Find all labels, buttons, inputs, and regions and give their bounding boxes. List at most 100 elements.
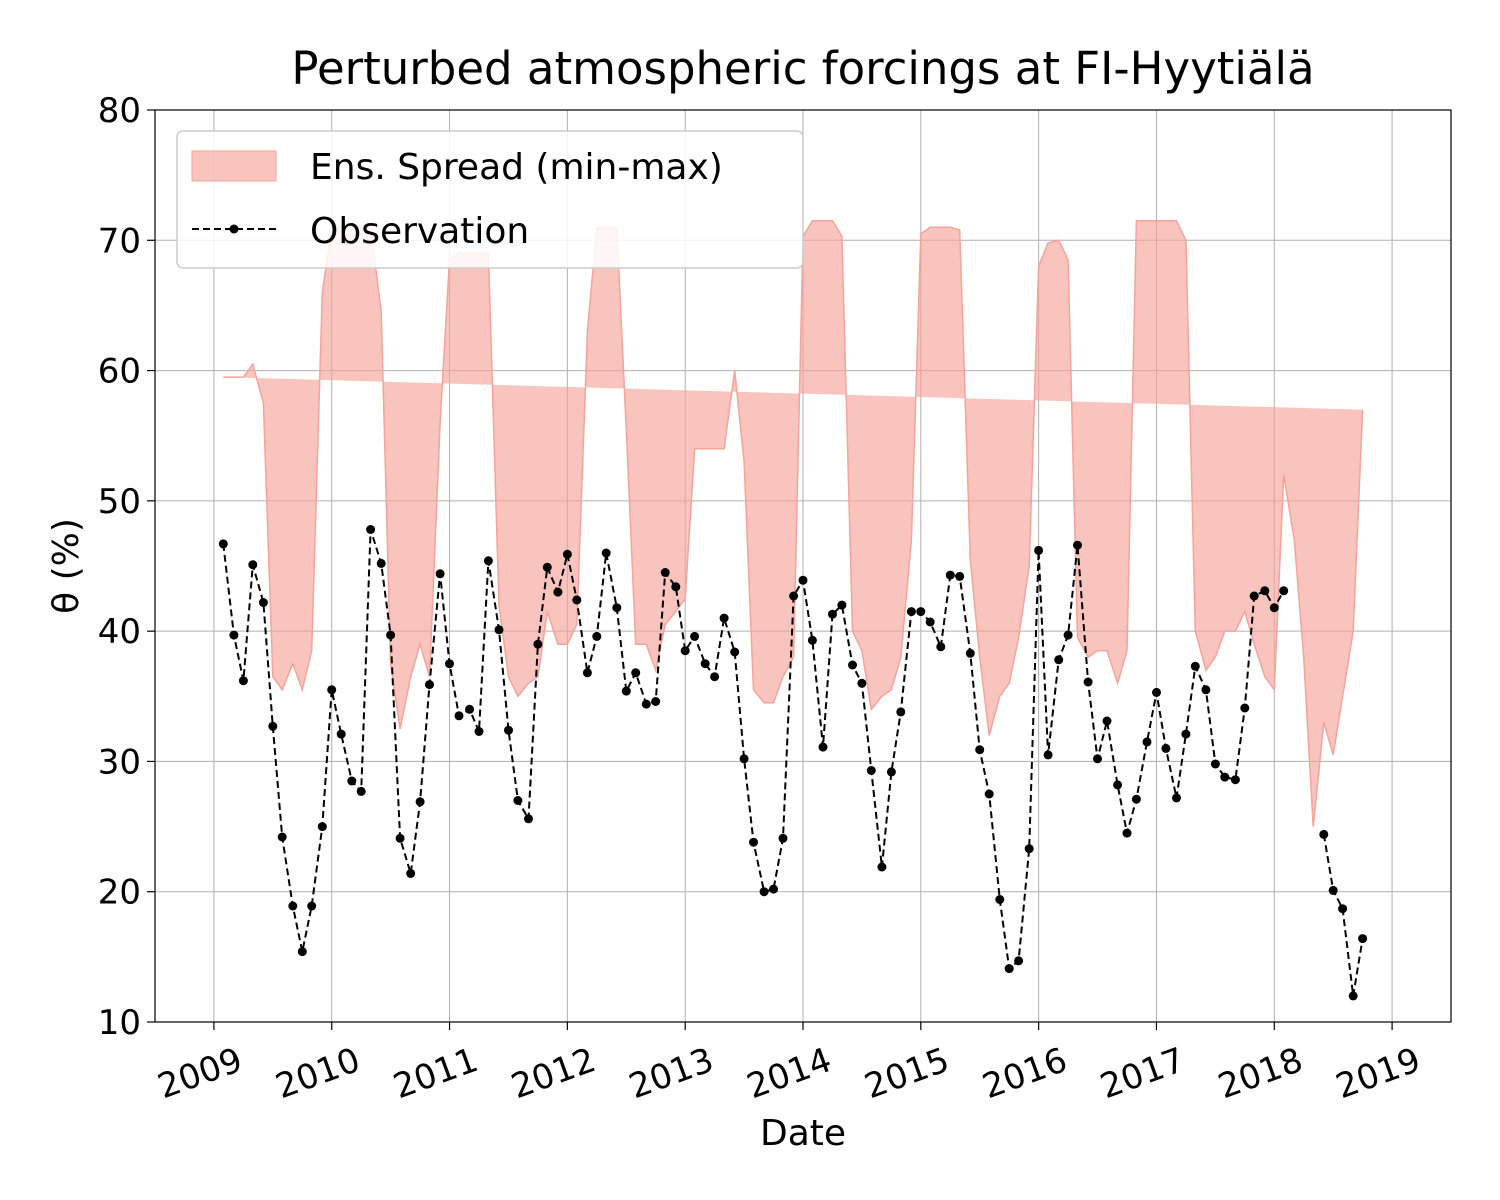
observation-point	[710, 672, 720, 682]
x-tick-label: 2012	[506, 1040, 601, 1107]
legend-swatch-spread	[191, 150, 277, 182]
observation-point	[504, 725, 513, 735]
observation-point	[1004, 964, 1014, 974]
observation-point	[425, 680, 434, 690]
observation-point	[307, 901, 317, 911]
observation-point	[366, 525, 376, 534]
x-tick-label: 2013	[624, 1040, 719, 1107]
observation-point	[592, 631, 602, 641]
observation-point	[1249, 591, 1259, 601]
x-tick-label: 2015	[860, 1040, 955, 1107]
observation-point	[474, 727, 484, 736]
observation-point	[798, 575, 808, 585]
observation-point	[513, 796, 523, 805]
x-tick-label: 2019	[1331, 1040, 1426, 1107]
y-tick-label: 50	[98, 482, 141, 522]
observation-point	[562, 549, 572, 559]
x-tick-label: 2018	[1213, 1040, 1308, 1107]
observation-point	[376, 558, 386, 568]
observation-point	[916, 607, 926, 617]
observation-point	[828, 609, 837, 619]
observation-point	[866, 766, 876, 775]
observation-point	[631, 668, 641, 678]
legend-label-spread: Ens. Spread (min-max)	[310, 147, 723, 188]
x-axis: 2009 2010 2011 2012 2013 2014 2015 2016 2017 2018…	[153, 1022, 1426, 1107]
observation-point	[229, 630, 239, 640]
observation-point	[837, 600, 847, 610]
observation-point	[317, 822, 327, 832]
observation-point	[1102, 716, 1112, 726]
observation-point	[1260, 586, 1270, 596]
observation-point	[435, 569, 445, 579]
observation-point	[1014, 956, 1024, 966]
y-tick-label: 80	[98, 91, 141, 131]
observation-point	[601, 548, 611, 558]
observation-point	[1161, 743, 1171, 753]
observation-point	[1073, 540, 1082, 550]
observation-point	[690, 631, 700, 641]
legend-box	[176, 130, 804, 269]
y-tick-label: 20	[98, 873, 141, 913]
observation-point	[975, 745, 985, 755]
observation-point	[1348, 991, 1358, 1001]
observation-point	[955, 571, 965, 581]
observation-point	[789, 591, 799, 601]
observation-point	[769, 884, 778, 894]
observation-point	[327, 685, 337, 695]
observation-point	[1122, 828, 1132, 838]
observation-point	[288, 901, 298, 911]
observation-point	[494, 625, 504, 635]
observation-point	[641, 699, 651, 709]
observation-point	[680, 646, 690, 656]
observation-point	[1034, 545, 1044, 555]
y-tick-label: 40	[98, 612, 141, 652]
observation-point	[1043, 750, 1053, 760]
x-tick-label: 2009	[153, 1040, 248, 1107]
observation-point	[268, 721, 278, 731]
observation-point	[945, 570, 955, 580]
observation-point	[612, 603, 622, 613]
observation-point	[533, 639, 543, 649]
observation-point	[542, 562, 552, 572]
observation-point	[848, 660, 857, 670]
observation-point	[1230, 775, 1240, 785]
x-tick-label: 2010	[270, 1040, 365, 1107]
observation-point	[995, 895, 1005, 904]
observation-point	[778, 833, 788, 843]
observation-point	[386, 630, 396, 640]
observation-point	[1181, 729, 1191, 739]
observation-point	[1024, 844, 1034, 854]
observation-point	[1279, 586, 1289, 596]
observation-point	[297, 947, 307, 957]
observation-point	[1240, 703, 1250, 713]
x-tick-label: 2016	[977, 1040, 1072, 1107]
observation-point	[807, 635, 817, 645]
observation-point	[896, 707, 906, 717]
observation-point	[1083, 677, 1093, 687]
observation-point	[651, 697, 661, 706]
observation-point	[936, 642, 946, 652]
observation-point	[749, 837, 758, 847]
observation-point	[700, 659, 710, 669]
chart-title: Perturbed atmospheric forcings at FI-Hyy…	[291, 42, 1314, 95]
y-tick-label: 70	[98, 221, 141, 261]
observation-point	[1142, 737, 1152, 747]
observation-point	[1190, 661, 1200, 671]
observation-point	[621, 686, 631, 696]
legend: Ens. Spread (min-max) Observation	[176, 130, 804, 269]
observation-point	[524, 814, 533, 824]
observation-point	[1319, 829, 1329, 839]
observation-point	[759, 887, 769, 897]
observation-point	[1152, 687, 1161, 697]
observation-point	[818, 742, 828, 752]
y-axis-label: θ (%)	[46, 518, 87, 614]
observation-point	[886, 767, 896, 777]
observation-point	[336, 729, 346, 739]
observation-point	[1358, 934, 1368, 944]
observation-point	[730, 647, 740, 657]
legend-marker-observation	[229, 224, 239, 234]
observation-point	[572, 595, 582, 605]
y-axis: 10 20 30 40 50 60 70 80	[98, 91, 155, 1043]
spread-band	[223, 219, 1364, 827]
